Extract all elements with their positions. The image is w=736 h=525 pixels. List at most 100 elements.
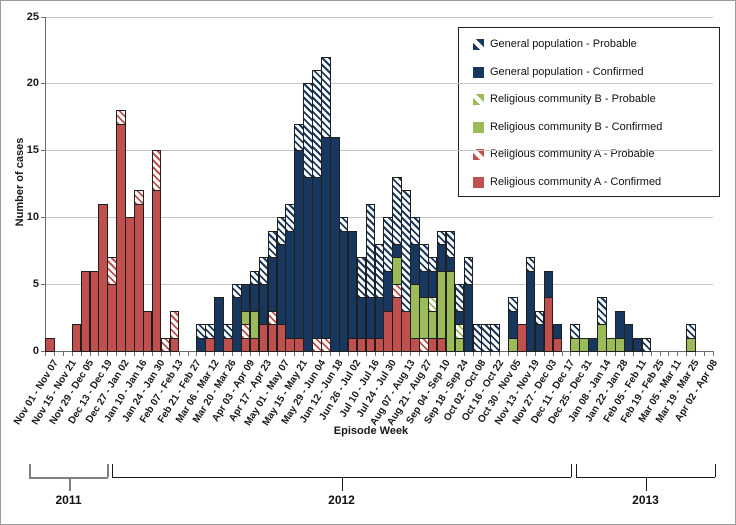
hatched-swatch-icon (473, 149, 484, 160)
x-axis-tick (196, 352, 198, 356)
x-axis-tick (80, 352, 82, 356)
x-axis-tick (472, 352, 474, 356)
year-bracket-mid (645, 477, 647, 491)
bar-segment (45, 337, 55, 352)
x-axis-tick (53, 352, 55, 356)
x-axis-tick (650, 352, 652, 356)
x-axis-tick (347, 352, 349, 356)
gridline (45, 150, 713, 152)
x-axis-tick (142, 352, 144, 356)
legend-label: Religious community A - Confirmed (490, 175, 662, 188)
x-axis-tick (481, 352, 483, 356)
bar-segment (508, 297, 518, 312)
x-axis-tick (285, 352, 287, 356)
x-axis-tick (499, 352, 501, 356)
x-axis-tick (677, 352, 679, 356)
x-axis-tick (445, 352, 447, 356)
legend-label: Religious community B - Probable (490, 93, 656, 105)
bar-segment (445, 257, 456, 272)
x-axis-tick (107, 352, 109, 356)
x-axis-tick (561, 352, 563, 356)
x-axis-tick (401, 352, 403, 356)
bar-segment (338, 217, 349, 232)
bar-segment (410, 217, 420, 245)
x-axis-tick (606, 352, 608, 356)
x-axis-tick (392, 352, 394, 356)
bar-segment (552, 337, 563, 352)
year-bracket-end (715, 464, 716, 477)
x-axis-tick (125, 352, 127, 356)
x-axis-tick (659, 352, 661, 356)
y-axis-tick (41, 351, 45, 352)
x-axis-tick (534, 352, 536, 356)
bar-segment (169, 337, 180, 352)
x-axis-tick (321, 352, 323, 356)
x-axis-tick (267, 352, 269, 356)
year-bracket-mid (68, 477, 71, 491)
x-axis-tick (98, 352, 100, 356)
x-axis-tick (160, 352, 162, 356)
legend: General population - Probable General pop… (458, 27, 720, 197)
x-axis-tick (214, 352, 216, 356)
x-axis-tick (490, 352, 492, 356)
y-axis-tick (41, 83, 45, 85)
hatched-swatch-icon (473, 39, 484, 50)
bar-segment (525, 257, 536, 272)
bar-segment (445, 230, 456, 259)
x-axis-tick (45, 352, 46, 356)
bar-segment (641, 337, 652, 352)
bar-segment (116, 110, 126, 125)
solid-swatch-icon (473, 66, 484, 78)
y-tick-label: 25 (26, 10, 39, 23)
bar-segment (490, 324, 500, 352)
x-axis-tick (525, 352, 527, 356)
solid-swatch-icon (473, 121, 484, 133)
x-axis-tick (89, 352, 91, 356)
y-tick-label: 15 (26, 144, 39, 157)
year-label: 2012 (328, 493, 355, 507)
x-axis-tick (427, 352, 429, 356)
y-axis-tick (41, 284, 45, 286)
x-axis-tick (597, 352, 599, 356)
bar-segment (151, 150, 162, 192)
x-axis-tick (410, 352, 412, 356)
x-axis-tick (62, 352, 64, 356)
legend-label: General population - Confirmed (490, 65, 644, 78)
x-axis-tick (338, 352, 340, 356)
x-axis-tick (312, 352, 314, 356)
x-axis-tick (232, 352, 234, 356)
x-axis-tick (134, 352, 136, 356)
x-axis-tick (116, 352, 118, 356)
y-axis-tick (41, 150, 45, 152)
x-axis-tick (632, 352, 634, 356)
x-axis-tick (276, 352, 278, 356)
x-axis-tick (579, 352, 581, 356)
gridline (45, 83, 713, 85)
x-axis-tick (695, 352, 697, 356)
year-bracket-end (112, 464, 113, 477)
year-bracket-mid (341, 477, 343, 491)
gridline (45, 217, 713, 219)
x-axis-tick (330, 352, 331, 356)
y-axis-line (45, 16, 46, 351)
x-axis-tick (205, 352, 207, 356)
bar-segment (169, 310, 180, 339)
x-axis-tick (240, 352, 242, 356)
x-axis-tick (169, 352, 171, 356)
x-axis-tick (365, 352, 367, 356)
legend-label: Religious community B - Confirmed (490, 120, 663, 133)
y-tick-label: 20 (26, 77, 39, 90)
y-tick-label: 10 (26, 211, 39, 224)
bar-segment (463, 257, 474, 286)
x-axis-tick (71, 352, 73, 356)
x-axis-tick (704, 352, 706, 356)
x-axis-tick (463, 352, 465, 356)
x-axis-tick (570, 352, 572, 356)
bar-segment (597, 297, 607, 326)
x-axis-tick (303, 352, 305, 356)
x-axis-tick (668, 352, 670, 356)
x-axis-tick (552, 352, 554, 356)
x-axis-tick (641, 352, 643, 356)
x-axis-tick (258, 352, 260, 356)
